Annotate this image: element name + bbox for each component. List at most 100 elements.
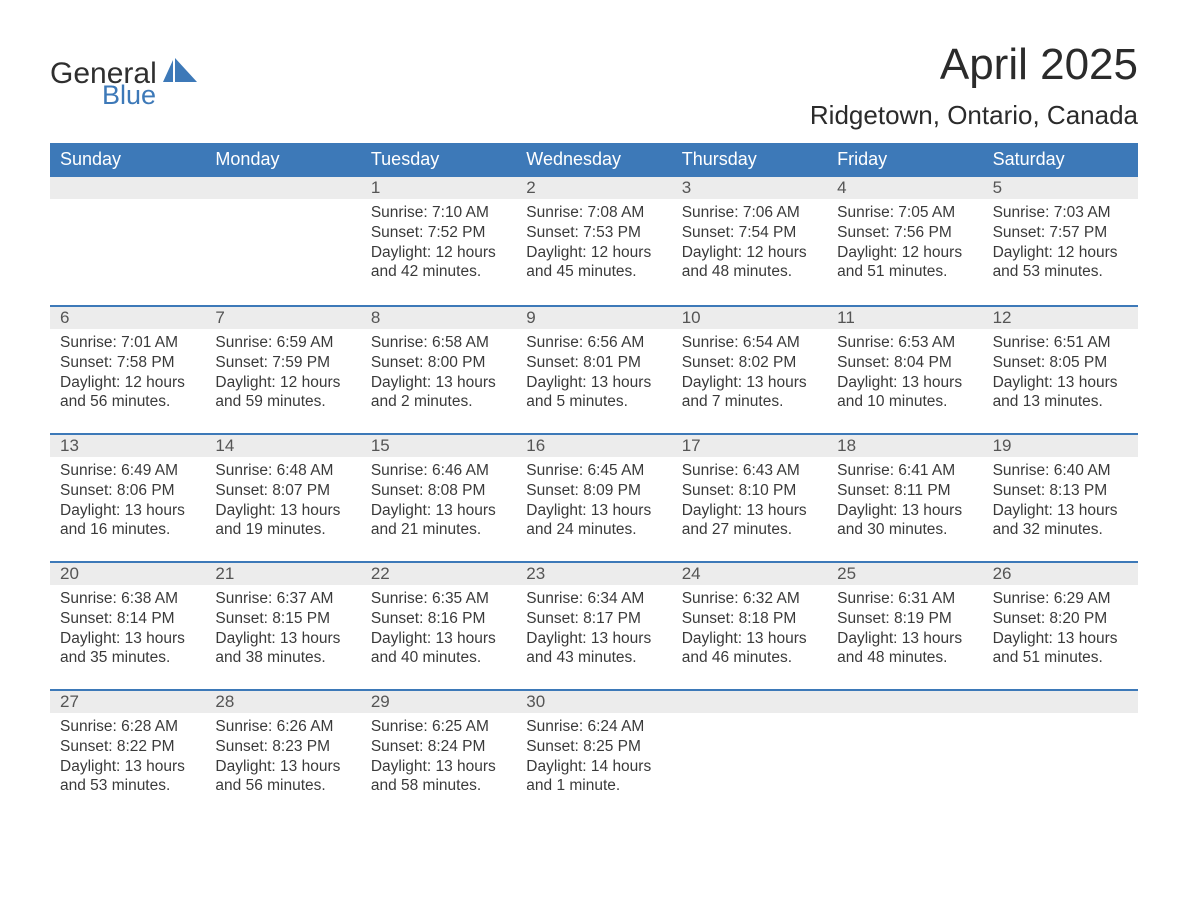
daylight-text: Daylight: 13 hours and 32 minutes.: [993, 501, 1128, 541]
day-number-strip: 21: [205, 563, 360, 585]
day-body: Sunrise: 6:51 AMSunset: 8:05 PMDaylight:…: [983, 329, 1138, 422]
day-body: Sunrise: 6:35 AMSunset: 8:16 PMDaylight:…: [361, 585, 516, 678]
sunrise-text: Sunrise: 6:59 AM: [215, 333, 350, 353]
daylight-text: Daylight: 12 hours and 56 minutes.: [60, 373, 195, 413]
day-number: 15: [361, 436, 390, 456]
daylight-text: Daylight: 13 hours and 13 minutes.: [993, 373, 1128, 413]
day-cell: 16Sunrise: 6:45 AMSunset: 8:09 PMDayligh…: [516, 435, 671, 561]
daylight-text: Daylight: 13 hours and 16 minutes.: [60, 501, 195, 541]
sunrise-text: Sunrise: 6:58 AM: [371, 333, 506, 353]
day-cell: 8Sunrise: 6:58 AMSunset: 8:00 PMDaylight…: [361, 307, 516, 433]
sunset-text: Sunset: 8:15 PM: [215, 609, 350, 629]
day-number: 21: [205, 564, 234, 584]
daylight-text: Daylight: 13 hours and 19 minutes.: [215, 501, 350, 541]
day-number: 1: [361, 178, 380, 198]
day-cell: 10Sunrise: 6:54 AMSunset: 8:02 PMDayligh…: [672, 307, 827, 433]
day-number: 7: [205, 308, 224, 328]
sunrise-text: Sunrise: 7:08 AM: [526, 203, 661, 223]
day-cell: [983, 691, 1138, 817]
day-body: Sunrise: 6:48 AMSunset: 8:07 PMDaylight:…: [205, 457, 360, 550]
day-number: 6: [50, 308, 69, 328]
day-cell: [672, 691, 827, 817]
day-cell: 6Sunrise: 7:01 AMSunset: 7:58 PMDaylight…: [50, 307, 205, 433]
daylight-text: Daylight: 13 hours and 38 minutes.: [215, 629, 350, 669]
sunset-text: Sunset: 8:25 PM: [526, 737, 661, 757]
day-number-strip: 25: [827, 563, 982, 585]
day-number-strip: 29: [361, 691, 516, 713]
sunset-text: Sunset: 8:24 PM: [371, 737, 506, 757]
sunset-text: Sunset: 8:11 PM: [837, 481, 972, 501]
sunrise-text: Sunrise: 7:01 AM: [60, 333, 195, 353]
daylight-text: Daylight: 13 hours and 53 minutes.: [60, 757, 195, 797]
day-body: Sunrise: 6:32 AMSunset: 8:18 PMDaylight:…: [672, 585, 827, 678]
sunset-text: Sunset: 8:00 PM: [371, 353, 506, 373]
sunrise-text: Sunrise: 6:32 AM: [682, 589, 817, 609]
calendar-grid: Sunday Monday Tuesday Wednesday Thursday…: [50, 143, 1138, 817]
day-number: 20: [50, 564, 79, 584]
day-body: Sunrise: 6:29 AMSunset: 8:20 PMDaylight:…: [983, 585, 1138, 678]
day-number-strip: 28: [205, 691, 360, 713]
daylight-text: Daylight: 13 hours and 21 minutes.: [371, 501, 506, 541]
sunset-text: Sunset: 8:20 PM: [993, 609, 1128, 629]
day-body: Sunrise: 6:46 AMSunset: 8:08 PMDaylight:…: [361, 457, 516, 550]
day-body: Sunrise: 6:56 AMSunset: 8:01 PMDaylight:…: [516, 329, 671, 422]
day-number-strip: 27: [50, 691, 205, 713]
day-number: 26: [983, 564, 1012, 584]
day-cell: [827, 691, 982, 817]
day-cell: 21Sunrise: 6:37 AMSunset: 8:15 PMDayligh…: [205, 563, 360, 689]
day-cell: 7Sunrise: 6:59 AMSunset: 7:59 PMDaylight…: [205, 307, 360, 433]
week-row: 13Sunrise: 6:49 AMSunset: 8:06 PMDayligh…: [50, 433, 1138, 561]
day-number: 17: [672, 436, 701, 456]
day-number: 29: [361, 692, 390, 712]
day-number: 4: [827, 178, 846, 198]
day-number: 25: [827, 564, 856, 584]
title-block: April 2025 Ridgetown, Ontario, Canada: [810, 40, 1138, 131]
daylight-text: Daylight: 13 hours and 7 minutes.: [682, 373, 817, 413]
daylight-text: Daylight: 13 hours and 40 minutes.: [371, 629, 506, 669]
day-cell: 13Sunrise: 6:49 AMSunset: 8:06 PMDayligh…: [50, 435, 205, 561]
day-number-strip: 26: [983, 563, 1138, 585]
sunrise-text: Sunrise: 6:46 AM: [371, 461, 506, 481]
day-cell: 25Sunrise: 6:31 AMSunset: 8:19 PMDayligh…: [827, 563, 982, 689]
day-number-strip: 18: [827, 435, 982, 457]
day-cell: 4Sunrise: 7:05 AMSunset: 7:56 PMDaylight…: [827, 177, 982, 305]
day-number-strip: 20: [50, 563, 205, 585]
day-number-strip: 22: [361, 563, 516, 585]
sunrise-text: Sunrise: 6:25 AM: [371, 717, 506, 737]
day-number: 27: [50, 692, 79, 712]
day-body: Sunrise: 6:41 AMSunset: 8:11 PMDaylight:…: [827, 457, 982, 550]
day-number-strip: 8: [361, 307, 516, 329]
day-number-strip: [983, 691, 1138, 713]
day-cell: 27Sunrise: 6:28 AMSunset: 8:22 PMDayligh…: [50, 691, 205, 817]
day-body: [205, 199, 360, 213]
day-body: Sunrise: 6:31 AMSunset: 8:19 PMDaylight:…: [827, 585, 982, 678]
sunset-text: Sunset: 8:16 PM: [371, 609, 506, 629]
sunrise-text: Sunrise: 6:53 AM: [837, 333, 972, 353]
day-cell: 3Sunrise: 7:06 AMSunset: 7:54 PMDaylight…: [672, 177, 827, 305]
day-number: 28: [205, 692, 234, 712]
day-body: Sunrise: 6:38 AMSunset: 8:14 PMDaylight:…: [50, 585, 205, 678]
day-cell: 19Sunrise: 6:40 AMSunset: 8:13 PMDayligh…: [983, 435, 1138, 561]
day-body: Sunrise: 6:45 AMSunset: 8:09 PMDaylight:…: [516, 457, 671, 550]
day-number-strip: 11: [827, 307, 982, 329]
day-cell: [50, 177, 205, 305]
day-cell: 17Sunrise: 6:43 AMSunset: 8:10 PMDayligh…: [672, 435, 827, 561]
day-body: Sunrise: 6:54 AMSunset: 8:02 PMDaylight:…: [672, 329, 827, 422]
sunrise-text: Sunrise: 6:28 AM: [60, 717, 195, 737]
day-cell: 30Sunrise: 6:24 AMSunset: 8:25 PMDayligh…: [516, 691, 671, 817]
day-body: Sunrise: 6:43 AMSunset: 8:10 PMDaylight:…: [672, 457, 827, 550]
day-number-strip: 6: [50, 307, 205, 329]
sunset-text: Sunset: 8:17 PM: [526, 609, 661, 629]
sunset-text: Sunset: 8:19 PM: [837, 609, 972, 629]
sunrise-text: Sunrise: 7:03 AM: [993, 203, 1128, 223]
sunset-text: Sunset: 8:18 PM: [682, 609, 817, 629]
sunset-text: Sunset: 7:59 PM: [215, 353, 350, 373]
day-number: 16: [516, 436, 545, 456]
month-title: April 2025: [810, 40, 1138, 90]
sunrise-text: Sunrise: 6:40 AM: [993, 461, 1128, 481]
day-number-strip: 4: [827, 177, 982, 199]
weekday-header: Saturday: [983, 143, 1138, 177]
day-cell: 20Sunrise: 6:38 AMSunset: 8:14 PMDayligh…: [50, 563, 205, 689]
sunrise-text: Sunrise: 6:26 AM: [215, 717, 350, 737]
day-number: 11: [827, 308, 855, 328]
